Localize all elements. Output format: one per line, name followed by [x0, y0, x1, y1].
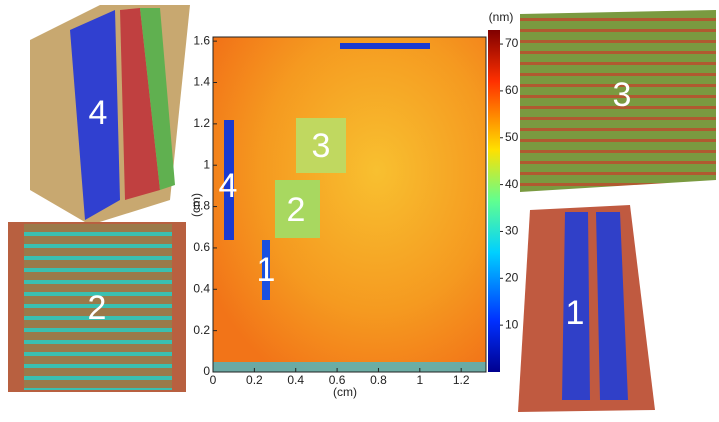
x-tick-label: 1.2: [453, 373, 470, 387]
panel-1: [518, 205, 655, 412]
y-tick-label: 0: [203, 364, 210, 378]
colorbar-tick-label: 60: [505, 83, 519, 97]
x-tick-label: 0: [210, 373, 217, 387]
panel-4: [30, 5, 190, 225]
colorbar-tick-label: 50: [505, 130, 519, 144]
y-tick-label: 1.4: [193, 75, 210, 89]
panel-label: 2: [88, 289, 107, 327]
y-tick-label: 0.6: [193, 240, 210, 254]
x-tick-label: 0.8: [370, 373, 387, 387]
x-tick-label: 0.2: [246, 373, 263, 387]
colorbar-label: (nm): [489, 10, 514, 24]
colorbar-tick-label: 70: [505, 36, 519, 50]
y-tick-label: 0.4: [193, 281, 210, 295]
colorbar-tick-label: 40: [505, 177, 519, 191]
colorbar-tick-label: 30: [505, 224, 519, 238]
x-axis-label: (cm): [333, 385, 357, 399]
panel-label: 4: [89, 94, 108, 132]
x-tick-label: 0.6: [329, 373, 346, 387]
region-label: 1: [257, 251, 276, 289]
panel-label: 1: [566, 294, 585, 332]
region-label: 4: [219, 167, 238, 205]
panel-label: 3: [613, 76, 632, 114]
panel-2: [8, 222, 186, 392]
plot-frame: [212, 36, 487, 373]
region-label: 2: [287, 191, 306, 229]
y-tick-label: 1.2: [193, 116, 210, 130]
y-tick-label: 0.8: [193, 199, 210, 213]
y-tick-label: 0.2: [193, 323, 210, 337]
region-label: 3: [312, 127, 331, 165]
x-tick-label: 0.4: [287, 373, 304, 387]
x-tick-label: 1: [416, 373, 423, 387]
y-tick-label: 1.6: [193, 33, 210, 47]
panel-3: [520, 10, 716, 192]
colorbar-tick-label: 10: [505, 317, 519, 331]
y-tick-label: 1: [203, 157, 210, 171]
colorbar-tick-label: 20: [505, 270, 519, 284]
y-axis-label: (cm): [189, 193, 203, 217]
heatmap: [213, 37, 486, 372]
colorbar: [488, 30, 500, 372]
